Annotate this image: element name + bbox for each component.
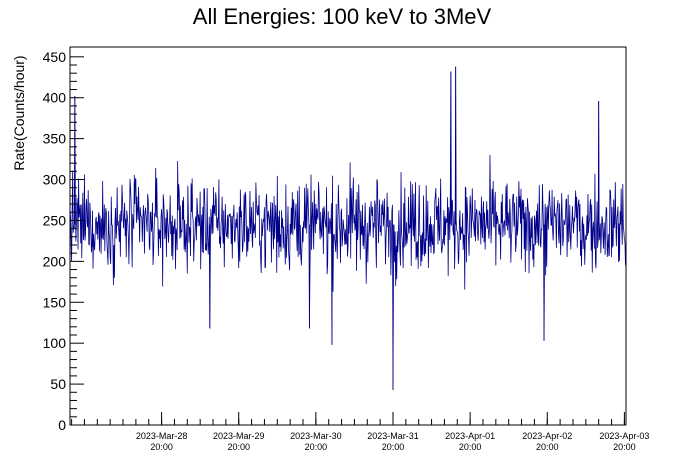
x-tick-time: 20:00 <box>305 442 328 452</box>
x-tick-time: 20:00 <box>459 442 482 452</box>
y-tick-label: 250 <box>43 212 67 228</box>
x-axis: 2023-Mar-2820:002023-Mar-2920:002023-Mar… <box>71 412 649 452</box>
y-tick-label: 50 <box>50 376 66 392</box>
y-tick-label: 200 <box>43 253 67 269</box>
x-tick-date: 2023-Mar-29 <box>213 431 265 441</box>
y-tick-label: 100 <box>43 335 67 351</box>
y-axis-label: Rate(Counts/hour) <box>11 55 27 170</box>
x-tick-time: 20:00 <box>150 442 173 452</box>
x-tick-date: 2023-Mar-28 <box>136 431 188 441</box>
x-tick-time: 20:00 <box>536 442 559 452</box>
chart-title: All Energies: 100 keV to 3MeV <box>193 4 492 29</box>
x-tick-time: 20:00 <box>227 442 250 452</box>
series-line <box>69 66 626 390</box>
x-tick-date: 2023-Apr-01 <box>445 431 495 441</box>
y-tick-label: 450 <box>43 49 67 65</box>
y-tick-label: 400 <box>43 90 67 106</box>
y-axis: 0 50 100 150 200 250 300 350 400 450 <box>43 49 84 433</box>
x-tick-time: 20:00 <box>613 442 636 452</box>
y-tick-label: 150 <box>43 294 67 310</box>
series-layer <box>69 66 626 390</box>
y-tick-label: 350 <box>43 131 67 147</box>
x-tick-date: 2023-Apr-03 <box>599 431 649 441</box>
x-tick-date: 2023-Mar-31 <box>367 431 419 441</box>
x-tick-time: 20:00 <box>382 442 405 452</box>
x-tick-date: 2023-Apr-02 <box>522 431 572 441</box>
x-tick-date: 2023-Mar-30 <box>290 431 342 441</box>
y-tick-label: 0 <box>58 417 66 433</box>
y-tick-label: 300 <box>43 172 67 188</box>
